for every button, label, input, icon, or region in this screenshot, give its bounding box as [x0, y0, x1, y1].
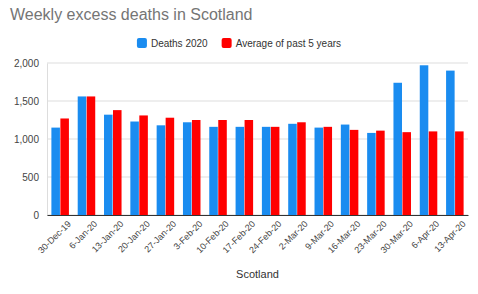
- x-tick: 13-Apr-20: [432, 215, 467, 254]
- bar: [288, 124, 297, 215]
- x-axis-title: Scotland: [236, 268, 279, 280]
- grid: [47, 63, 468, 215]
- x-tick-label: 24-Feb-20: [247, 219, 283, 255]
- y-tick: 500: [22, 172, 47, 183]
- legend-label: Deaths 2020: [151, 38, 208, 49]
- x-tick: 30-Dec-19: [36, 215, 73, 255]
- bar: [429, 131, 438, 215]
- bar: [350, 130, 359, 215]
- x-tick: 27-Jan-20: [142, 215, 178, 254]
- bar: [78, 96, 87, 215]
- bar: [139, 115, 148, 215]
- x-tick: 30-Mar-20: [379, 215, 415, 255]
- grid-line: [47, 63, 468, 64]
- legend-item: Average of past 5 years: [222, 38, 341, 49]
- plot: 0 500 1,000 1,500 2,000 30-Dec-196-Jan-2013-J…: [14, 58, 469, 256]
- x-tick-label: 13-Apr-20: [432, 219, 467, 254]
- grid-line: [47, 101, 468, 102]
- bar: [297, 122, 306, 215]
- bar: [245, 120, 254, 215]
- series: [51, 65, 454, 215]
- bar: [166, 118, 175, 215]
- bar: [209, 127, 218, 215]
- bar: [376, 131, 385, 215]
- bar: [341, 125, 350, 215]
- bar: [218, 120, 227, 215]
- legend: Deaths 2020 Average of past 5 years: [137, 38, 341, 49]
- bar: [446, 71, 455, 215]
- bar: [157, 125, 166, 215]
- y-tick: 1,500: [14, 96, 47, 107]
- legend-label: Average of past 5 years: [236, 38, 341, 49]
- y-tick-label: 1,500: [14, 96, 39, 107]
- y-tick-label: 1,000: [14, 134, 39, 145]
- bar: [104, 115, 113, 215]
- series: [60, 96, 463, 215]
- y-axis-line: [47, 64, 48, 216]
- bar: [420, 65, 429, 215]
- bar: [271, 127, 280, 215]
- x-tick-label: 30-Mar-20: [379, 219, 415, 255]
- bar: [60, 118, 69, 215]
- bar: [236, 127, 245, 215]
- bar: [367, 133, 376, 215]
- y-tick: 1,000: [14, 134, 47, 145]
- x-tick-label: 27-Jan-20: [142, 219, 178, 255]
- y-tick: 0: [33, 210, 47, 221]
- bar: [455, 131, 464, 215]
- y-tick-label: 500: [22, 172, 39, 183]
- bar: [324, 127, 333, 215]
- legend-swatch: [137, 38, 147, 48]
- legend-swatch: [222, 38, 232, 48]
- bar: [130, 122, 139, 215]
- y-axis: 0 500 1,000 1,500 2,000: [14, 58, 48, 221]
- bar: [402, 132, 411, 215]
- x-axis-line: [48, 215, 469, 216]
- y-tick: 2,000: [14, 58, 47, 69]
- bar: [192, 120, 201, 215]
- x-axis: 30-Dec-196-Jan-2013-Jan-2020-Jan-2027-Ja…: [36, 215, 468, 255]
- bar: [183, 122, 192, 215]
- bar: [113, 110, 122, 215]
- bar: [315, 128, 324, 215]
- bar: [393, 83, 402, 215]
- x-tick: 24-Feb-20: [247, 215, 283, 255]
- legend-item: Deaths 2020: [137, 38, 208, 49]
- y-tick-label: 2,000: [14, 58, 39, 69]
- x-tick-label: 30-Dec-19: [36, 219, 73, 256]
- bar: [51, 128, 60, 215]
- chart: Weekly excess deaths in Scotland 0 500 1,00…: [0, 0, 478, 294]
- bar: [87, 96, 96, 215]
- bar: [262, 127, 271, 215]
- y-tick-label: 0: [33, 210, 39, 221]
- title: Weekly excess deaths in Scotland: [10, 6, 253, 23]
- bars: [51, 65, 463, 215]
